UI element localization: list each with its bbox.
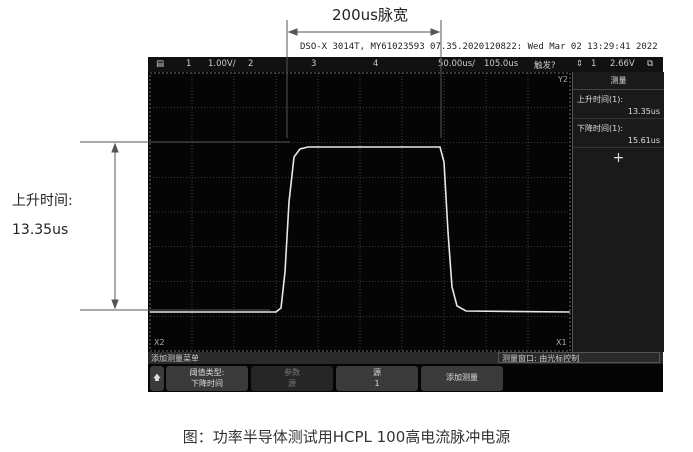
trigger-level[interactable]: 2.66V: [610, 59, 635, 69]
waveform-grid: X2 X1 Y2: [149, 72, 571, 352]
zoom-icon[interactable]: ⧉: [647, 59, 654, 69]
softkey-threshold-type[interactable]: 阈值类型: 下降时间: [166, 366, 248, 391]
ch1-label[interactable]: 1: [186, 59, 192, 69]
softkey-line2: 下降时间: [191, 379, 223, 388]
softkey-parameter[interactable]: 参数源: [251, 366, 333, 391]
rise-measure-label: 上升时间(1):: [577, 95, 624, 104]
rise-measure-value: 13.35us: [627, 107, 660, 116]
cursor-y2-marker[interactable]: Y2: [557, 75, 568, 84]
ch2-label[interactable]: 2: [248, 59, 254, 69]
ch1-scale[interactable]: 1.00V/: [208, 59, 236, 69]
figure-caption: 图：功率半导体测试用HCPL 100高电流脉冲电源: [182, 428, 511, 446]
arrow-head-left: [287, 28, 298, 36]
softkey-line2: 1: [374, 379, 380, 388]
trigger-source[interactable]: 1: [591, 59, 597, 69]
trigger-edge-icon: ⇕: [576, 59, 584, 69]
menu-icon[interactable]: ▤: [156, 59, 165, 69]
ch3-label[interactable]: 3: [311, 59, 317, 69]
fall-measure-value: 15.61us: [627, 136, 660, 145]
measurement-window: 测量窗口: 由光标控制: [498, 352, 660, 363]
add-measurement-icon[interactable]: +: [573, 147, 664, 166]
rise-time-value: 13.35us: [12, 222, 69, 238]
softkey-line1: 参数: [284, 368, 300, 377]
scope-header: DSO-X 3014T, MY61023593 07.35.2020120822…: [300, 42, 658, 52]
cursor-x1-marker[interactable]: X1: [556, 338, 567, 347]
back-button[interactable]: 🡅: [150, 366, 164, 391]
timebase[interactable]: 50.00us/: [438, 59, 476, 69]
rise-time-label: 上升时间:: [12, 193, 73, 209]
ch4-label[interactable]: 4: [373, 59, 379, 69]
softkey-line1: 源: [373, 368, 381, 377]
menu-title: 添加测量菜单: [151, 354, 199, 363]
delay[interactable]: 105.0us: [484, 59, 519, 69]
softkey-add-measurement[interactable]: 添加测量: [421, 366, 503, 391]
pulse-width-label: 200us脉宽: [332, 6, 408, 24]
trigger-status: 触发?: [534, 61, 556, 71]
arrow-head-up: [111, 142, 119, 153]
menu-bar: 添加测量菜单 测量窗口: 由光标控制: [148, 352, 663, 364]
panel-title: 测量: [573, 72, 664, 90]
softkey-line1: 阈值类型:: [189, 368, 225, 377]
waveform-trace: [150, 146, 571, 313]
arrow-head-right: [430, 28, 441, 36]
fall-measure-label: 下降时间(1):: [573, 118, 664, 134]
softkey-line2: 源: [288, 379, 296, 388]
cursor-x2-marker[interactable]: X2: [154, 338, 165, 347]
scope-top-bar: ▤ 1 1.00V/ 2 3 4 50.00us/ 105.0us 触发? ⇕ …: [148, 57, 663, 72]
arrow-head-down: [111, 299, 119, 310]
measurement-panel: 测量 上升时间(1): 13.35us 下降时间(1): 15.61us +: [572, 72, 664, 352]
oscilloscope-screen: ▤ 1 1.00V/ 2 3 4 50.00us/ 105.0us 触发? ⇕ …: [148, 57, 664, 392]
